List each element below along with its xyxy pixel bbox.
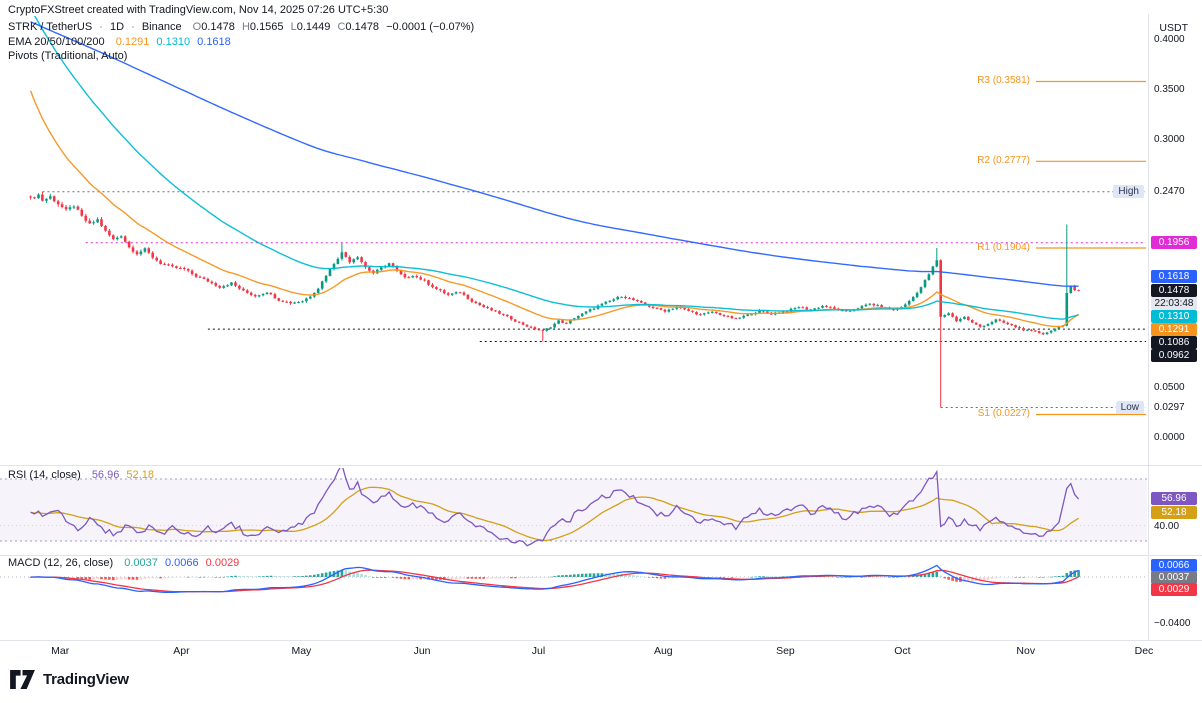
countdown-badge: 22:03:48 [1151,297,1197,310]
rsi-value: 56.96 [91,469,120,481]
close-letter: C [337,21,346,33]
price-axis-label[interactable]: 0.0000 [1154,431,1185,443]
high-letter: H [241,21,250,33]
low-marker-chip: Low [1115,401,1144,414]
high-marker-chip: High [1113,185,1144,199]
time-axis-label[interactable]: Nov [1016,645,1036,657]
tradingview-logo-icon [10,669,35,690]
macd-signal-badge[interactable]: 0.0029 [1151,583,1197,596]
tradingview-logo-text: TradingView [43,671,129,688]
symbol-name[interactable]: STRK / TetherUS [8,21,93,33]
macd-legend-row[interactable]: MACD (12, 26, close) 0.0037 0.0066 0.002… [8,557,239,569]
price-axis-label[interactable]: 0.3500 [1154,84,1185,96]
price-axis-label[interactable]: 0.2470 [1154,186,1185,198]
exchange-label: Binance [141,21,182,33]
price-axis-badge[interactable]: 0.1291 [1151,323,1197,336]
price-axis-badge[interactable]: 0.1086 [1151,336,1197,349]
legend-separator: · [131,21,135,33]
ema20-value: 0.1291 [115,36,150,48]
rsi-value-badge[interactable]: 56.96 [1151,492,1197,505]
rsi-legend-row[interactable]: RSI (14, close) 56.96 52.18 [8,469,154,481]
price-axis-badge[interactable]: 0.1310 [1151,310,1197,323]
time-axis-label[interactable]: Apr [173,645,190,657]
interval-label[interactable]: 1D [109,21,125,33]
price-axis-badge[interactable]: 0.0962 [1151,349,1197,362]
price-pane[interactable] [29,8,1146,416]
ema50-value: 0.1310 [156,36,191,48]
price-axis-badge[interactable]: 0.1618 [1151,269,1197,283]
low-value: 0.1449 [296,21,331,33]
pivots-label: Pivots (Traditional, Auto) [8,50,128,62]
time-axis-label[interactable]: Aug [653,645,673,657]
pivots-legend-row[interactable]: Pivots (Traditional, Auto) [8,50,127,62]
time-axis-label[interactable]: Sep [776,645,795,657]
macd-axis-label[interactable]: −0.0400 [1154,618,1191,629]
macd-signal-value: 0.0029 [205,557,240,569]
price-axis-badge[interactable]: 0.1956 [1151,236,1197,250]
macd-value-badge[interactable]: 0.0066 [1151,559,1197,572]
current-price-badge[interactable]: 0.1478 [1151,284,1197,297]
ema-legend-row[interactable]: EMA 20/50/100/200 0.1291 0.1310 0.1618 [8,36,231,48]
attribution-text: CryptoFXStreet created with TradingView.… [8,4,389,16]
macd-label: MACD (12, 26, close) [8,557,114,569]
time-axis-label[interactable]: Oct [894,645,911,657]
price-axis-currency[interactable]: USDT [1159,22,1188,34]
macd-pane[interactable] [0,564,1147,593]
change-value: −0.0001 (−0.07%) [386,21,475,33]
price-axis-label[interactable]: 0.4000 [1154,34,1185,46]
price-axis-label[interactable]: 0.3000 [1154,133,1185,145]
tradingview-logo[interactable]: TradingView [9,669,129,690]
macd-line-value: 0.0066 [164,557,199,569]
price-axis-label[interactable]: 0.0500 [1154,381,1185,393]
legend-separator: · [99,21,103,33]
rsi-pane[interactable] [0,464,1147,547]
rsi-ma-value: 52.18 [126,469,154,481]
pivot-level-label: R3 (0.3581) [977,75,1030,87]
ema-label: EMA 20/50/100/200 [8,36,105,48]
high-value: 0.1565 [249,21,284,33]
time-axis-label[interactable]: Jul [531,645,546,657]
close-value: 0.1478 [345,21,380,33]
ema200-value: 0.1618 [197,36,231,48]
symbol-legend-row[interactable]: STRK / TetherUS · 1D · Binance O0.1478 H… [8,21,474,33]
pivot-level-label: R2 (0.2777) [977,155,1030,167]
time-axis-label[interactable]: Jun [413,645,431,657]
open-value: 0.1478 [201,21,235,33]
pivot-level-label: R1 (0.1904) [977,241,1030,253]
macd-hist-badge[interactable]: 0.0037 [1151,571,1197,584]
pivot-level-label: S1 (0.0227) [977,408,1030,420]
time-axis-label[interactable]: Dec [1134,645,1154,657]
open-letter: O [192,21,202,33]
macd-hist-value: 0.0037 [124,557,158,569]
low-letter: L [290,21,297,33]
rsi-label: RSI (14, close) [8,469,81,481]
time-axis-label[interactable]: May [291,645,312,657]
rsi-axis-label[interactable]: 40.00 [1154,520,1180,532]
rsi-ma-badge[interactable]: 52.18 [1151,506,1197,519]
time-axis-label[interactable]: Mar [51,645,70,657]
price-axis-label[interactable]: 0.0297 [1154,402,1185,413]
